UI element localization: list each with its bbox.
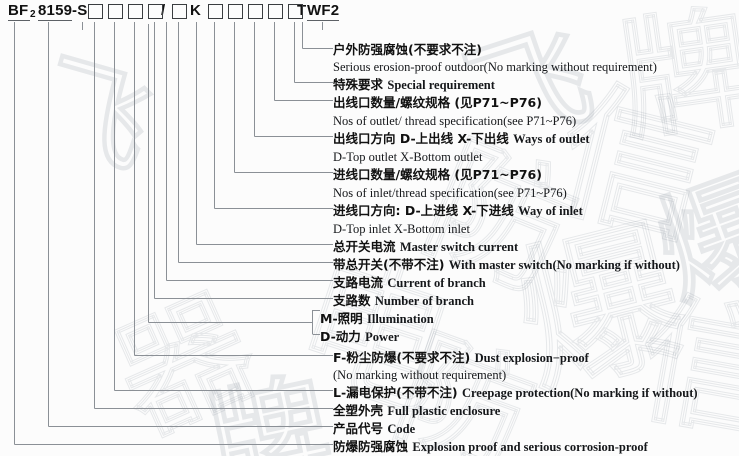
code-placeholder-box [268,4,283,19]
label-en: Full plastic enclosure [387,404,501,418]
code-underline [8,20,30,21]
code-underline [38,20,72,21]
label-en: Number of branch [374,294,474,308]
label-en: Nos of outlet/ thread specification(see … [333,114,577,128]
code-placeholder-box [148,4,163,19]
label-en-second: (No marking without requirement) [333,368,507,382]
label-with-master-switch: 带总开关(不带不注) With master switch(No marking… [333,257,680,272]
label-en: Code [387,422,416,436]
label-en: Dust explosion−proof [474,351,589,365]
label-en: Power [365,330,400,344]
label-outlet-nos-thread: 出线口数量/螺纹规格 (见P71~P76) [333,95,542,110]
label-en: Serious erosion-proof outdoor(No marking… [333,60,657,74]
label-zh: 总开关电流 [333,239,396,254]
label-inlet-nos-thread: 进线口数量/螺纹规格 (见P71~P76) [333,167,542,182]
label-zh: 产品代号 [333,421,384,436]
label-zh: 进线口数量/螺纹规格 (见P71~P76) [333,167,542,182]
label-outdoor-corrosion: 户外防强腐蚀(不要求不注) [333,42,482,57]
code-placeholder-box [288,4,303,19]
code-placeholder-box [248,4,263,19]
code-placeholder-box [128,4,143,19]
label-zh: 带总开关(不带不注) [333,257,445,272]
model-code-segment: T [297,2,307,19]
model-code-segment: 2 [30,9,36,20]
label-zh: 出线口方向 D-上出线 X-下出线 [333,131,509,146]
label-en: Current of branch [387,276,486,290]
code-placeholder-box [88,4,103,19]
label-zh: D-动力 [320,329,361,344]
label-zh: 特殊要求 [333,77,384,92]
label-zh: L-漏电保护(不带不注) [333,385,458,400]
label-en: Special requirement [387,78,495,92]
label-en: Nos of inlet/thread specification(see P7… [333,186,567,200]
label-illumination: M-照明 Illumination [320,311,434,326]
model-code-segment: -S [72,2,88,19]
label-power: D-动力 Power [320,329,400,344]
label-special-requirement: 特殊要求 Special requirement [333,77,495,92]
label-en: Master switch current [399,240,519,254]
label-full-plastic-enclosure: 全塑外壳 Full plastic enclosure [333,403,501,418]
label-zh: 户外防强腐蚀(不要求不注) [333,42,482,57]
code-placeholder-box [108,4,123,19]
code-placeholder-box [228,4,243,19]
model-code-segment: BF [8,2,29,19]
label-en: With master switch(No marking if without… [448,258,680,272]
label-en-inline: Way of inlet [518,204,583,218]
label-en: D-Top inlet X-Bottom inlet [333,222,470,236]
label-dust-explosion-proof: F-粉尘防爆(不要求不注) Dust explosion−proof [333,350,589,365]
label-en: Illumination [367,312,434,326]
label-explosion-corrosion-proof: 防爆防强腐蚀 Explosion proof and serious corro… [333,439,648,454]
code-placeholder-box [172,4,187,19]
model-code-segment: / [161,2,166,19]
label-en: Creepage protection(No marking if withou… [461,386,698,400]
label-branch-current: 支路电流 Current of branch [333,275,486,290]
label-zh: F-粉尘防爆(不要求不注) [333,350,471,365]
label-zh: 出线口数量/螺纹规格 (见P71~P76) [333,95,542,110]
label-creepage-protection: L-漏电保护(不带不注) Creepage protection(No mark… [333,385,698,400]
label-zh: 进线口方向: D-上进线 X-下进线 [333,203,514,218]
label-zh: 支路数 [333,293,371,308]
label-product-code: 产品代号 Code [333,421,416,436]
code-underline [307,20,339,21]
label-en: Explosion proof and serious corrosion-pr… [412,440,648,454]
label-zh: 支路电流 [333,275,384,290]
label-master-switch-current: 总开关电流 Master switch current [333,239,519,254]
label-zh: 防爆防强腐蚀 [333,439,409,454]
label-zh: 全塑外壳 [333,403,384,418]
model-code-segment: WF2 [307,2,340,19]
label-zh: M-照明 [320,311,363,326]
model-code-segment: 8159 [38,2,73,19]
label-en-inline: Ways of outlet [513,132,590,146]
model-code-header: BF 2 8159 -S / K T WF2 [0,0,739,24]
code-placeholder-box [208,4,223,19]
label-branch-number: 支路数 Number of branch [333,293,474,308]
label-en: D-Top outlet X-Bottom outlet [333,150,483,164]
model-code-segment: K [190,2,202,19]
label-outlet-direction: 出线口方向 D-上出线 X-下出线 Ways of outlet [333,131,590,146]
label-inlet-direction: 进线口方向: D-上进线 X-下进线 Way of inlet [333,203,583,218]
